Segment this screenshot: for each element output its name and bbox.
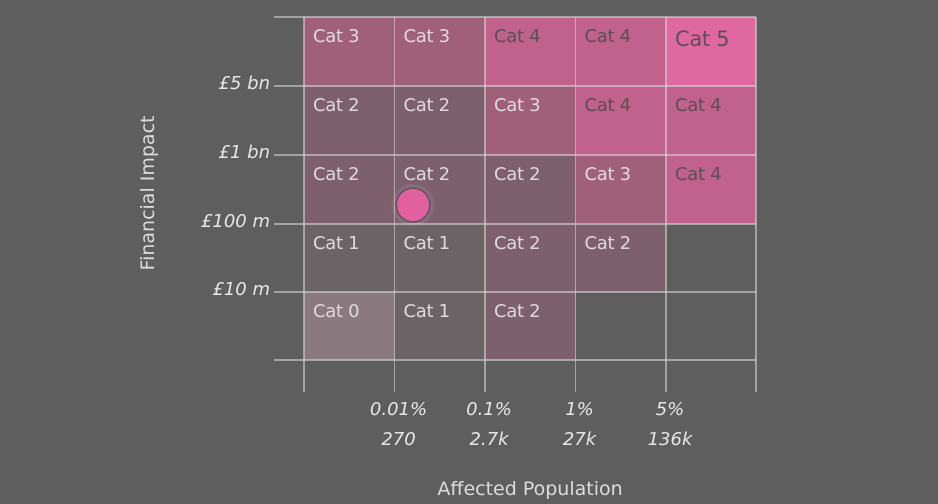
matrix-cell: Cat 1 [304, 224, 395, 292]
x-tick-percent: 0.01% [369, 399, 428, 420]
cell-label: Cat 4 [584, 26, 632, 47]
cell-label: Cat 3 [494, 95, 541, 116]
y-gridline [274, 85, 756, 87]
x-gridline [574, 17, 576, 392]
x-gridline [665, 17, 667, 392]
cell-label: Cat 4 [494, 26, 541, 47]
x-tick-label: 1% 27k [535, 395, 625, 455]
matrix-cell: Cat 4 [575, 17, 666, 86]
position-marker[interactable] [394, 186, 431, 223]
matrix-cell: Cat 4 [666, 155, 756, 224]
x-gridline [393, 17, 395, 392]
matrix-cell: Cat 4 [575, 86, 666, 155]
cell-label: Cat 1 [403, 301, 451, 322]
matrix-cell: Cat 0 [304, 292, 395, 360]
cell-label: Cat 2 [403, 95, 451, 116]
cell-label: Cat 0 [313, 301, 360, 322]
matrix-cell: Cat 3 [575, 155, 666, 224]
cell-label: Cat 2 [494, 164, 541, 185]
x-tick-count: 270 [381, 429, 416, 450]
y-gridline [274, 16, 756, 18]
matrix-cell: Cat 4 [485, 17, 576, 86]
x-axis-title: Affected Population [437, 478, 623, 500]
cell-label: Cat 5 [675, 27, 730, 51]
x-tick-label: 5% 136k [625, 395, 715, 455]
cell-label: Cat 4 [675, 95, 722, 116]
y-tick-label: £10 m [212, 279, 270, 300]
x-tick-percent: 5% [655, 399, 685, 420]
y-tick-label: £5 bn [218, 73, 270, 94]
x-gridline [755, 17, 757, 392]
matrix-cell: Cat 4 [666, 86, 756, 155]
cell-label: Cat 3 [584, 164, 632, 185]
matrix-cell: Cat 2 [485, 292, 576, 360]
matrix-cell: Cat 1 [394, 224, 485, 292]
cell-label: Cat 3 [403, 26, 451, 47]
x-tick-label: 0.01% 270 [354, 395, 444, 455]
cell-label: Cat 2 [494, 301, 541, 322]
matrix-cell: Cat 5 [666, 17, 756, 86]
matrix-cell: Cat 3 [485, 86, 576, 155]
matrix-cell: Cat 2 [575, 224, 666, 292]
cell-label: Cat 3 [313, 26, 360, 47]
matrix-cell: Cat 2 [304, 155, 395, 224]
cell-label: Cat 2 [313, 95, 360, 116]
matrix-cell: Cat 2 [485, 224, 576, 292]
x-gridline [484, 17, 486, 392]
x-tick-percent: 0.1% [466, 399, 512, 420]
x-tick-count: 2.7k [469, 429, 509, 450]
matrix-cell: Cat 1 [394, 292, 485, 360]
matrix-cell: Cat 2 [304, 86, 395, 155]
y-gridline [274, 223, 756, 225]
x-tick-percent: 1% [565, 399, 594, 420]
cell-label: Cat 4 [675, 164, 722, 185]
y-gridline [274, 291, 756, 293]
x-tick-count: 136k [647, 429, 693, 450]
cell-label: Cat 1 [313, 233, 360, 254]
y-axis-title: Financial Impact [137, 115, 159, 271]
y-gridline [274, 154, 756, 156]
x-tick-label: 0.1% 2.7k [444, 395, 534, 455]
matrix-cell: Cat 2 [485, 155, 576, 224]
x-tick-count: 27k [562, 429, 597, 450]
matrix-cell: Cat 3 [394, 17, 485, 86]
cell-label: Cat 2 [494, 233, 541, 254]
matrix-cell: Cat 3 [304, 17, 395, 86]
cell-label: Cat 1 [403, 233, 451, 254]
y-tick-label: £100 m [200, 211, 270, 232]
cell-label: Cat 4 [584, 95, 632, 116]
matrix-cell: Cat 2 [394, 86, 485, 155]
cell-label: Cat 2 [584, 233, 632, 254]
y-tick-label: £1 bn [218, 142, 270, 163]
cell-label: Cat 2 [403, 164, 451, 185]
y-gridline [274, 359, 756, 361]
x-gridline [303, 17, 305, 392]
cell-label: Cat 2 [313, 164, 360, 185]
